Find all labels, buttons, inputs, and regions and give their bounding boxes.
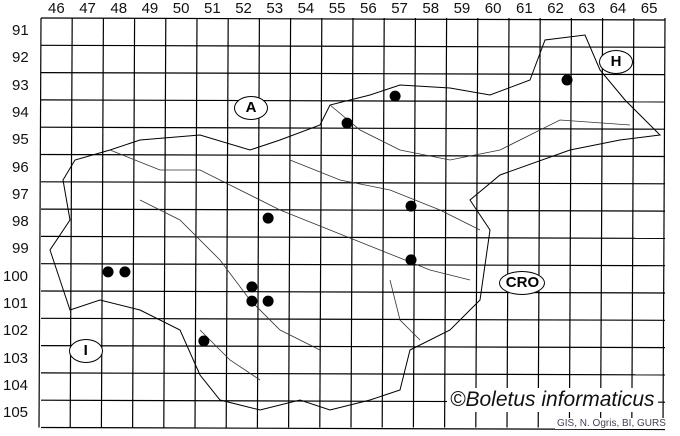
grid-line	[662, 17, 666, 428]
column-label: 57	[391, 0, 408, 17]
column-label: 48	[110, 0, 128, 17]
grid-line	[40, 290, 666, 294]
record-dot	[102, 266, 114, 278]
grid-line	[40, 44, 666, 48]
record-dot	[246, 295, 258, 307]
record-dot	[405, 254, 417, 266]
row-label: 101	[3, 295, 29, 312]
river-lines	[109, 104, 631, 381]
grid-line	[599, 17, 604, 428]
country-label: CRO	[499, 270, 546, 295]
column-label: 62	[547, 0, 564, 17]
record-dot	[341, 117, 353, 129]
grid-line	[40, 208, 666, 212]
grid-line	[194, 17, 198, 428]
row-label: 105	[3, 404, 29, 422]
column-label: 51	[204, 0, 221, 17]
record-markers	[102, 74, 573, 347]
grid-lines	[38, 17, 666, 431]
grid-line	[40, 263, 666, 267]
row-label: 97	[12, 185, 29, 203]
grid-line	[319, 17, 323, 428]
column-label: 53	[266, 0, 284, 17]
row-label: 98	[12, 213, 29, 231]
column-label: 55	[328, 0, 346, 17]
row-label: 100	[3, 267, 29, 285]
row-label: 93	[12, 76, 29, 94]
grid-line	[38, 17, 42, 428]
column-label: 52	[235, 0, 252, 17]
grid-line	[40, 235, 666, 239]
column-label: 63	[578, 0, 596, 17]
grid-line	[631, 17, 635, 428]
record-dot	[389, 90, 401, 102]
grid-line	[537, 17, 541, 428]
grid-line	[412, 17, 416, 428]
grid-line	[40, 126, 666, 130]
grid-line	[40, 317, 666, 321]
row-label: 92	[12, 49, 29, 67]
column-label: 54	[297, 0, 315, 17]
row-label: 91	[12, 22, 29, 39]
column-label: 47	[79, 0, 96, 17]
country-label: A	[234, 96, 269, 121]
column-label: 64	[609, 0, 627, 17]
grid-line	[163, 17, 167, 428]
grid-line	[40, 426, 666, 431]
grid-line	[444, 17, 448, 428]
column-label: 50	[172, 0, 190, 17]
grid-line	[40, 345, 666, 349]
grid-line	[100, 17, 104, 428]
country-border	[49, 34, 662, 411]
grid-line	[475, 17, 479, 428]
row-label: 102	[3, 322, 29, 340]
row-label: 103	[3, 349, 29, 367]
credit-text: ©Boletus informaticus	[447, 388, 658, 412]
column-label: 58	[422, 0, 440, 17]
record-dot	[405, 200, 417, 212]
grid-line	[40, 17, 666, 21]
row-label: 104	[3, 376, 29, 394]
column-label: 65	[640, 0, 658, 17]
source-text: GIS, N. Ogris, BI, GURS	[555, 418, 668, 429]
record-dot	[246, 281, 258, 293]
grid-line	[40, 153, 666, 158]
record-dot	[198, 335, 210, 347]
grid-line	[225, 17, 229, 428]
grid-line	[381, 17, 385, 428]
record-dot	[119, 266, 131, 278]
column-label: 49	[141, 0, 159, 17]
country-label: I	[68, 339, 103, 364]
column-label: 59	[453, 0, 471, 17]
grid-line	[506, 17, 510, 428]
column-label: 56	[360, 0, 377, 17]
grid-line	[69, 17, 73, 428]
grid-line	[288, 17, 292, 428]
grid-line	[132, 17, 136, 428]
record-dot	[262, 295, 274, 307]
column-label: 61	[516, 0, 533, 17]
grid-line	[40, 372, 666, 376]
row-label: 96	[12, 158, 29, 176]
country-label: H	[599, 49, 634, 74]
row-label: 95	[12, 131, 29, 149]
record-dot	[561, 74, 573, 86]
grid-line	[350, 17, 354, 428]
row-label: 99	[12, 240, 29, 258]
grid-line	[568, 17, 573, 428]
grid-line	[40, 72, 666, 76]
grid-line	[40, 99, 666, 103]
record-dot	[262, 212, 274, 224]
grid-line	[256, 17, 260, 428]
row-label: 94	[12, 103, 29, 121]
column-label: 46	[48, 0, 65, 17]
column-label: 60	[484, 0, 502, 17]
